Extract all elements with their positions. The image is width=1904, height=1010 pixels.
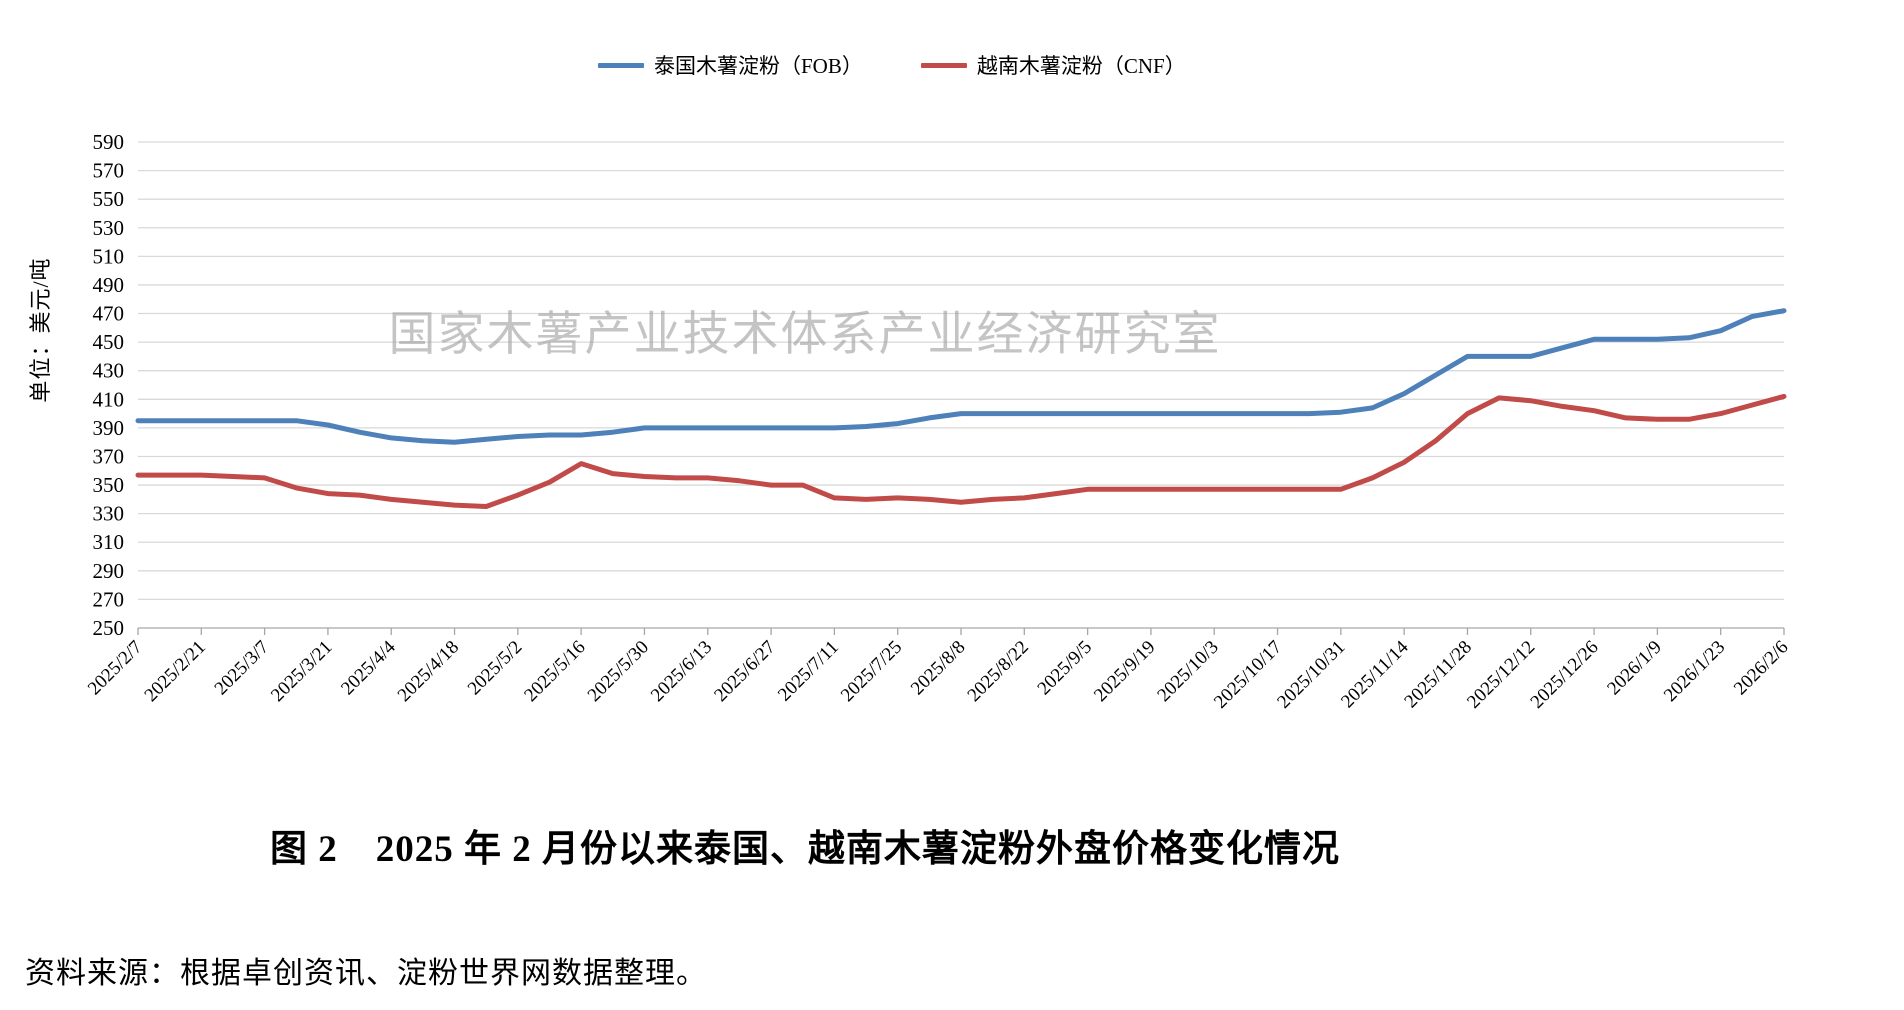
y-axis-tick-label: 370 [93,444,125,468]
x-axis-tick-label: 2025/11/14 [1337,636,1413,712]
vietnam-cnf-line [135,393,1787,509]
watermark-text: 国家木薯产业技术体系产业经济研究室 [389,309,1222,361]
x-axis-tick-label: 2025/12/26 [1527,637,1603,713]
thailand-fob-line [135,308,1787,445]
x-axis-tick-label: 2025/9/19 [1090,637,1159,706]
y-axis-tick-label: 270 [93,587,125,611]
y-axis-tick-label: 550 [93,187,125,211]
x-axis-tick-label: 2025/9/5 [1034,637,1097,700]
legend-item-thailand-fob: 泰国木薯淀粉（FOB） [598,50,863,80]
x-axis-tick-label: 2025/10/31 [1273,637,1349,713]
thailand-fob-line-swatch [598,62,644,68]
y-axis-tick-label: 430 [93,359,125,383]
legend-item-vietnam-cnf: 越南木薯淀粉（CNF） [920,50,1186,80]
source-note: 资料来源：根据卓创资讯、淀粉世界网数据整理。 [25,957,707,990]
y-axis-tick-label: 390 [93,416,125,440]
x-axis-tick-label: 2025/8/22 [964,637,1033,706]
x-axis-tick-label: 2026/1/9 [1603,637,1666,700]
y-axis-tick-label: 410 [93,387,125,411]
y-axis-tick-label: 250 [93,616,125,640]
x-axis-tick-label: 2025/7/25 [837,637,906,706]
x-axis-tick-label: 2025/4/4 [337,636,400,699]
legend-label-vietnam-cnf: 越南木薯淀粉（CNF） [976,54,1186,78]
y-axis-tick-label: 350 [93,473,125,497]
y-axis-tick-label: 310 [93,530,125,554]
y-axis-tick-label: 490 [93,273,125,297]
x-axis-tick-label: 2025/5/30 [584,637,653,706]
chart-canvas: 250 270 290 310 330 350 370 390 410 430 450 470 490 5… [28,130,1793,713]
price-line-chart: 250 270 290 310 330 350 370 390 410 430 450 470 490 5… [28,130,1793,713]
y-axis-tick-label: 570 [93,159,125,183]
x-axis-tick-label: 2025/8/8 [907,637,970,700]
y-axis-tick-label: 290 [93,559,125,583]
y-axis-tick-label: 510 [93,244,125,268]
x-axis-tick-label: 2025/2/7 [84,637,147,700]
x-axis-tick-label: 2025/5/16 [520,637,589,706]
x-axis-tick-label: 2025/11/28 [1400,637,1476,713]
y-axis-tick-label: 590 [93,130,125,154]
x-axis-tick-label: 2025/6/27 [710,637,779,706]
figure-title: 图 2 2025 年 2 月份以来泰国、越南木薯淀粉外盘价格变化情况 [270,829,1340,870]
x-axis-tick-label: 2025/2/21 [141,637,210,706]
y-axis-tick-label: 450 [93,330,125,354]
y-axis-tick-label: 530 [93,216,125,240]
legend-label-thailand-fob: 泰国木薯淀粉（FOB） [654,54,863,78]
vietnam-cnf-line-swatch [920,62,967,68]
y-axis-tick-label: 470 [93,302,125,326]
chart-legend: 泰国木薯淀粉（FOB） 越南木薯淀粉（CNF） [598,50,1186,80]
x-axis-tick-label: 2025/7/11 [774,637,843,706]
x-axis-tick-label: 2026/2/6 [1730,637,1793,700]
x-axis-tick-label: 2025/3/21 [267,637,336,706]
x-axis-tick-label: 2025/10/17 [1210,637,1286,713]
x-axis-tick-label: 2025/6/13 [647,637,716,706]
x-axis-tick-label: 2025/3/7 [211,637,274,700]
y-axis-title: 单位：美元/吨 [28,257,53,402]
y-axis-tick-label: 330 [93,502,125,526]
x-axis-tick-label: 2025/4/18 [394,637,463,706]
x-axis-tick-label: 2026/1/23 [1660,637,1729,706]
x-axis-tick-label: 2025/12/12 [1463,637,1539,713]
x-axis-tick-label: 2025/5/2 [464,637,527,700]
